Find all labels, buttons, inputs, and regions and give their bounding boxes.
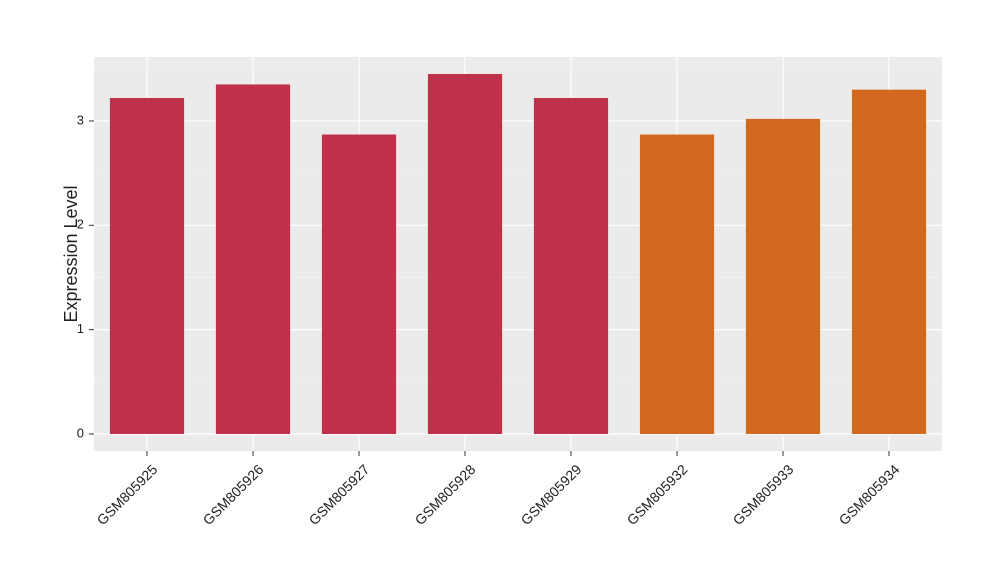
y-tick-label: 3 (77, 112, 84, 127)
bar (109, 98, 185, 434)
y-tick-label: 2 (77, 217, 84, 232)
y-axis-title: Expression Level (61, 185, 81, 322)
bar (745, 118, 821, 434)
x-tick-label: GSM805925 (94, 461, 161, 528)
bar (639, 134, 715, 434)
x-tick-label: GSM805934 (836, 461, 903, 528)
bar (427, 74, 503, 434)
x-tick-label: GSM805927 (306, 461, 373, 528)
x-tick-label: GSM805933 (730, 461, 797, 528)
x-tick-label: GSM805928 (412, 461, 479, 528)
bar (533, 98, 609, 434)
y-tick-label: 1 (77, 321, 84, 336)
x-tick-label: GSM805932 (624, 461, 691, 528)
y-tick-label: 0 (77, 425, 84, 440)
x-tick-label: GSM805926 (200, 461, 267, 528)
x-tick-label: GSM805929 (518, 461, 585, 528)
bar (321, 134, 397, 434)
bar (215, 84, 291, 434)
bar (851, 89, 927, 434)
